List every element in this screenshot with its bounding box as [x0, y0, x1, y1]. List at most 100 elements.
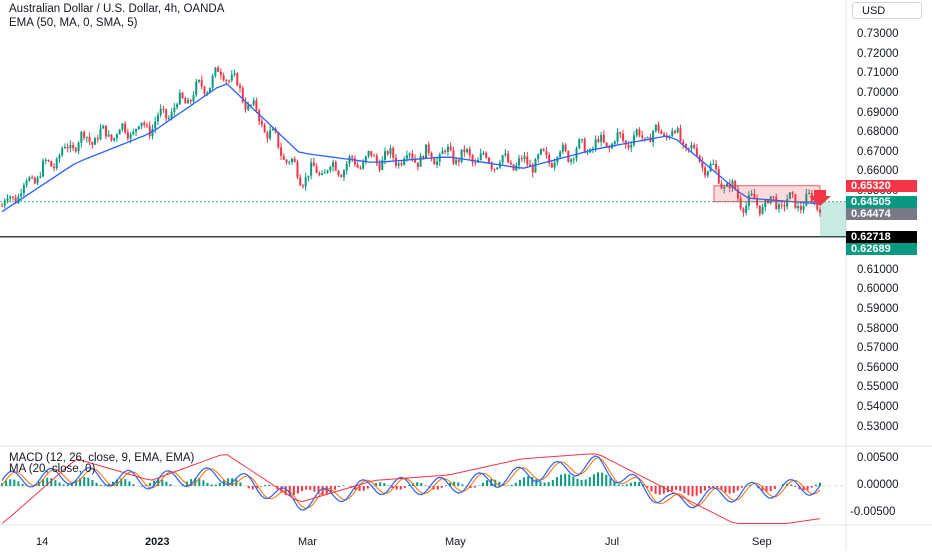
candle-body [614, 142, 616, 144]
candle-body [173, 107, 175, 112]
candle-body [537, 154, 539, 159]
macd-histogram-bar [293, 486, 295, 495]
candle-body [332, 162, 334, 167]
macd-histogram-bar [511, 485, 513, 486]
candle-body [12, 197, 14, 198]
macd-histogram-bar [659, 486, 661, 495]
candle-body [488, 158, 490, 163]
price-axis-label: 0.71000 [857, 67, 899, 79]
candle-body [83, 132, 85, 138]
candle-body [373, 156, 375, 157]
candle-body [368, 151, 370, 156]
candle-body [712, 164, 714, 165]
macd-histogram-bar [815, 485, 817, 486]
macd-histogram-bar [161, 480, 163, 486]
candle-body [220, 72, 222, 75]
candle-body [715, 164, 717, 169]
macd-histogram-bar [733, 486, 735, 493]
macd-histogram-bar [482, 483, 484, 486]
macd-histogram-bar [486, 480, 488, 486]
candle-body [597, 139, 599, 142]
price-axis-label: 0.55000 [857, 381, 899, 393]
candle-body [138, 126, 140, 129]
macd-histogram-bar [634, 482, 636, 486]
price-axis-label: 0.69000 [857, 107, 899, 119]
macd-histogram-bar [548, 482, 550, 486]
macd-histogram-bar [387, 485, 389, 486]
macd-histogram-bar [638, 482, 640, 486]
candle-body [781, 204, 783, 205]
candle-body [198, 80, 200, 82]
candle-body [679, 128, 681, 141]
candle-body [48, 160, 50, 161]
candle-body [244, 102, 246, 110]
symbol-title[interactable]: Australian Dollar / U.S. Dollar, 4h, OAN… [9, 3, 224, 15]
macd-histogram-bar [54, 480, 56, 486]
candle-body [600, 135, 602, 142]
candle-body [586, 152, 588, 153]
macd-histogram-bar [811, 486, 813, 488]
macd-histogram-bar [605, 475, 607, 486]
candle-body [480, 153, 482, 160]
candle-body [321, 173, 323, 174]
macd-histogram-bar [474, 486, 476, 488]
candle-body [42, 161, 44, 177]
macd-histogram-bar [708, 486, 710, 488]
price-axis-label: 0.59000 [857, 303, 899, 315]
macd-histogram-bar [597, 472, 599, 486]
candle-body [124, 124, 126, 133]
candle-body [485, 153, 487, 158]
macd-histogram-bar [671, 486, 673, 491]
candle-body [595, 139, 597, 148]
macd-histogram-bar [207, 483, 209, 486]
candle-body [236, 73, 238, 85]
candle-body [266, 132, 268, 138]
macd-histogram-bar [687, 486, 689, 495]
macd-histogram-bar [774, 486, 776, 489]
price-tag: 0.62689 [846, 243, 917, 255]
macd-histogram-bar [807, 486, 809, 490]
macd-histogram-bar [737, 486, 739, 491]
candle-body [633, 135, 635, 144]
candle-body [26, 181, 28, 185]
candle-body [638, 130, 640, 136]
candle-body [617, 132, 619, 141]
macd-histogram-bar [91, 480, 93, 486]
time-axis-label: May [445, 536, 466, 548]
candle-body [351, 156, 353, 158]
macd-histogram-bar [790, 485, 792, 486]
candle-body [647, 137, 649, 138]
macd-histogram-bar [305, 486, 307, 490]
candle-body [554, 162, 556, 167]
macd-histogram-bar [252, 486, 254, 489]
candle-body [165, 109, 167, 118]
candle-body [154, 121, 156, 128]
macd-histogram-bar [556, 477, 558, 486]
time-axis-label: Sep [752, 536, 772, 548]
ma-indicator-label[interactable]: MA (20, close, 0) [9, 463, 95, 475]
candle-body [296, 162, 298, 177]
macd-histogram-bar [507, 485, 509, 486]
candle-body [398, 163, 400, 165]
candle-body [619, 132, 621, 134]
macd-histogram-bar [655, 486, 657, 494]
macd-histogram-bar [128, 481, 130, 486]
ema-indicator-label[interactable]: EMA (50, MA, 0, SMA, 5) [9, 17, 137, 29]
macd-histogram-bar [309, 486, 311, 490]
macd-histogram-bar [104, 485, 106, 486]
price-tag: 0.62718 [846, 231, 917, 243]
currency-button[interactable]: USD [852, 2, 922, 19]
candle-body [228, 80, 230, 81]
candle-body [217, 67, 219, 71]
macd-histogram-bar [539, 481, 541, 486]
candle-body [510, 163, 512, 165]
macd-histogram-bar [313, 486, 315, 492]
candle-body [160, 109, 162, 115]
macd-histogram-bar [461, 484, 463, 486]
candle-body [466, 149, 468, 152]
price-axis-label: 0.68000 [857, 126, 899, 138]
candle-body [630, 145, 632, 148]
candle-body [86, 137, 88, 138]
